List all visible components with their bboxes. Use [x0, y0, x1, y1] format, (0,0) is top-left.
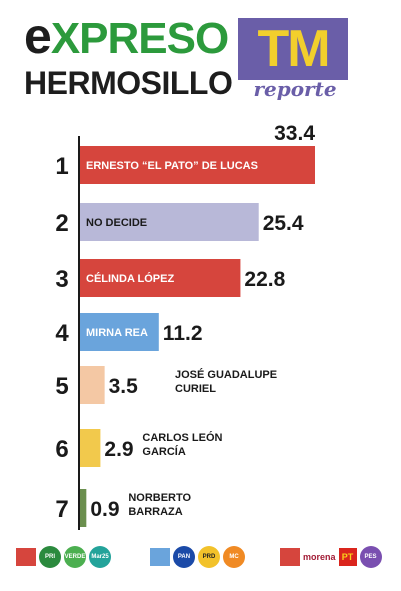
- value-label-5: 3.5: [109, 375, 139, 398]
- mc-logo-icon: MC: [223, 546, 245, 568]
- candidate-name-5-line-1: JOSÉ GUADALUPE: [175, 368, 277, 381]
- pan-logo-icon: PAN: [173, 546, 195, 568]
- bar-2: [80, 203, 259, 241]
- candidate-name-6-line-1: CARLOS LEÓN: [142, 431, 222, 444]
- candidate-name-1: ERNESTO “EL PATO” DE LUCAS: [86, 160, 258, 172]
- pes-logo-icon: PES: [359, 546, 382, 568]
- mar25-logo-icon: Mar25: [89, 546, 111, 568]
- bar-5: [80, 366, 105, 404]
- hermosillo-logo: HERMOSILLO: [24, 65, 233, 101]
- bar-3: [80, 259, 241, 297]
- candidate-name-7-line-1: NORBERTO: [128, 492, 191, 504]
- value-label-7: 0.9: [90, 498, 119, 521]
- rank-label-6: 6: [55, 436, 68, 463]
- expreso-logo: eXPRESO: [24, 11, 229, 63]
- bar-1: [80, 146, 315, 184]
- value-label-3: 22.8: [244, 268, 285, 291]
- legend-swatch-red: [16, 548, 36, 566]
- prd-logo-icon: PRD: [198, 546, 220, 568]
- rank-label-1: 1: [55, 153, 68, 180]
- rank-label-5: 5: [55, 373, 68, 400]
- value-label-6: 2.9: [104, 438, 133, 461]
- rank-label-7: 7: [55, 496, 68, 523]
- legend-group-morena: morena PT PES: [280, 544, 382, 570]
- tm-logo: TM: [238, 18, 348, 80]
- legend-swatch-blue: [150, 548, 170, 566]
- rank-label-2: 2: [55, 210, 68, 237]
- rank-label-3: 3: [55, 266, 68, 293]
- legend-group-pri: PRI VERDE Mar25: [16, 544, 111, 570]
- verde-logo-icon: VERDE: [64, 546, 86, 568]
- reporte-logo: reporte: [253, 77, 337, 101]
- candidate-name-3: CÉLINDA LÓPEZ: [86, 272, 174, 285]
- bar-4: [80, 313, 159, 351]
- legend-swatch-red-2: [280, 548, 300, 566]
- pt-logo-icon: PT: [338, 548, 357, 566]
- pri-logo-icon: PRI: [39, 546, 61, 568]
- brand-e: e: [24, 8, 52, 64]
- value-label-1: 33.4: [274, 122, 315, 145]
- candidate-name-2: NO DECIDE: [86, 217, 147, 229]
- morena-logo-icon: morena: [303, 552, 336, 562]
- candidate-name-6-line-2: GARCÍA: [142, 445, 185, 458]
- value-label-4: 11.2: [163, 322, 203, 345]
- rank-label-4: 4: [55, 320, 69, 347]
- candidate-name-5-line-2: CURIEL: [175, 383, 216, 395]
- bar-7: [80, 489, 87, 527]
- legend-group-pan: PAN PRD MC: [150, 544, 245, 570]
- brand-rest: XPRESO: [50, 14, 229, 63]
- value-label-2: 25.4: [263, 212, 304, 235]
- candidate-name-4: MIRNA REA: [86, 327, 148, 339]
- candidate-name-7-line-2: BARRAZA: [128, 506, 182, 518]
- bar-6: [80, 429, 101, 467]
